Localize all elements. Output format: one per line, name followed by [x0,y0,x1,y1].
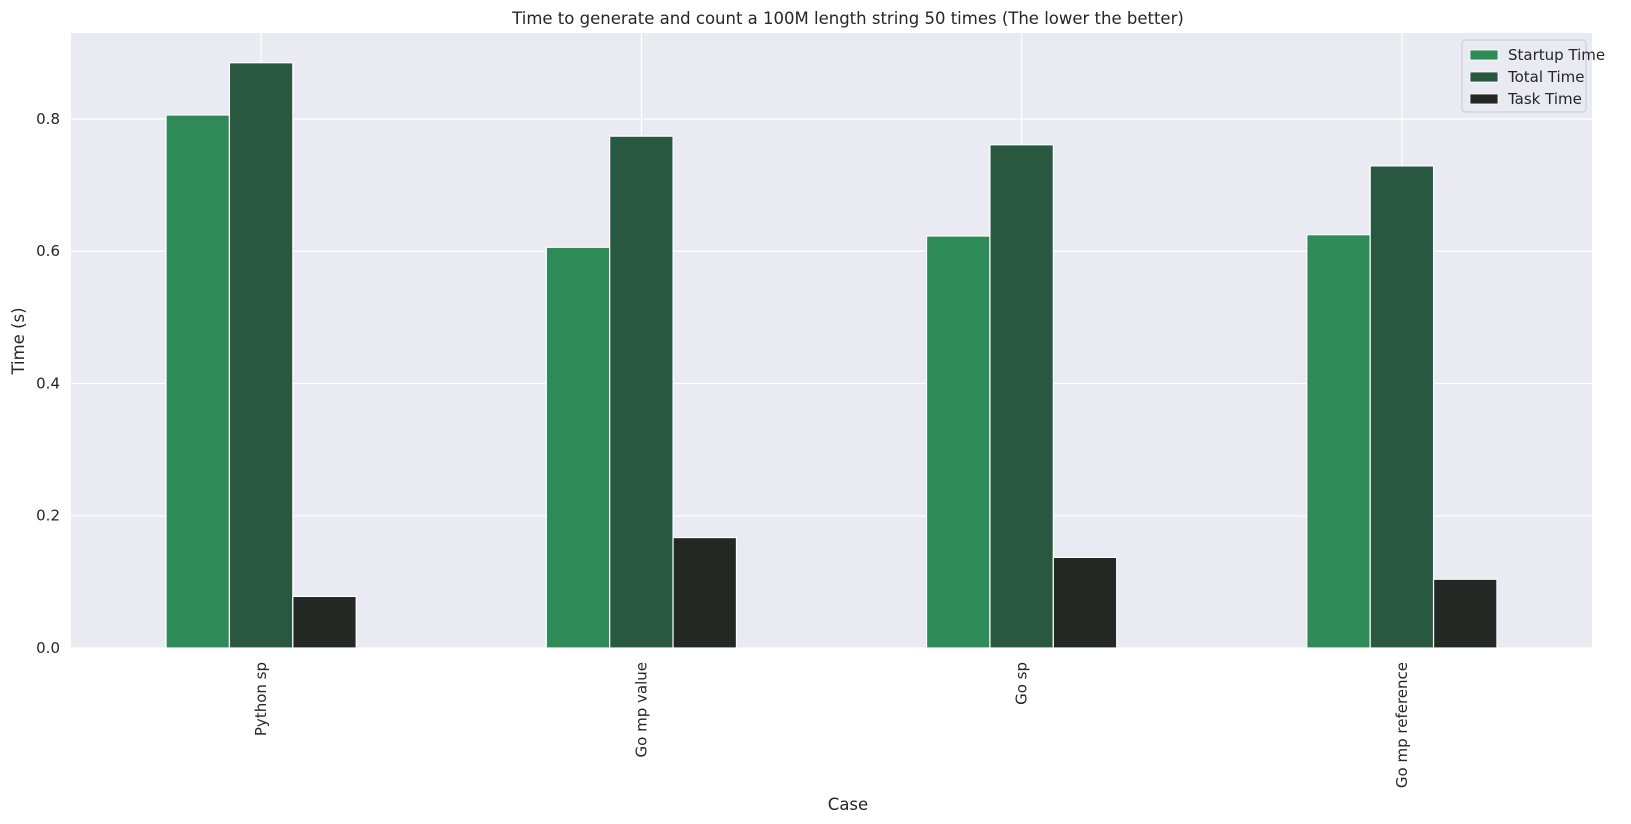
y-axis-label: Time (s) [9,307,28,375]
bar [672,536,738,649]
bar [609,135,674,649]
legend-label: Task Time [1507,90,1582,108]
y-tick-label: 0.2 [36,507,60,525]
y-tick-label: 0.4 [36,374,60,392]
bar [1369,165,1435,649]
x-axis-label: Case [828,795,868,814]
bar [228,62,294,649]
bar [165,114,231,649]
x-tick-label: Go mp value [632,662,650,757]
x-tick-label: Go mp reference [1393,662,1411,788]
bar [925,235,991,649]
legend-swatch [1469,71,1499,83]
bar [1432,578,1498,649]
y-tick-label: 0.0 [36,639,60,657]
chart-title: Time to generate and count a 100M length… [511,9,1184,28]
legend-swatch [1469,93,1499,105]
bar [292,595,357,649]
x-axis-ticks: Python sp Go mp value Go sp Go mp reference [252,662,1411,788]
legend: Startup Time Total Time Task Time [1461,39,1605,113]
bar [1306,234,1371,649]
bar [1052,556,1118,649]
bars [165,62,1498,649]
y-tick-label: 0.8 [36,110,60,128]
legend-swatch [1469,49,1499,61]
x-tick-label: Python sp [252,662,270,736]
bar [989,144,1054,649]
legend-label: Startup Time [1508,46,1605,64]
y-tick-label: 0.6 [36,242,60,260]
legend-label: Total Time [1507,68,1585,86]
y-axis-ticks: 0.0 0.2 0.4 0.6 0.8 [36,110,60,657]
x-tick-label: Go sp [1013,662,1031,705]
bar [545,246,611,649]
